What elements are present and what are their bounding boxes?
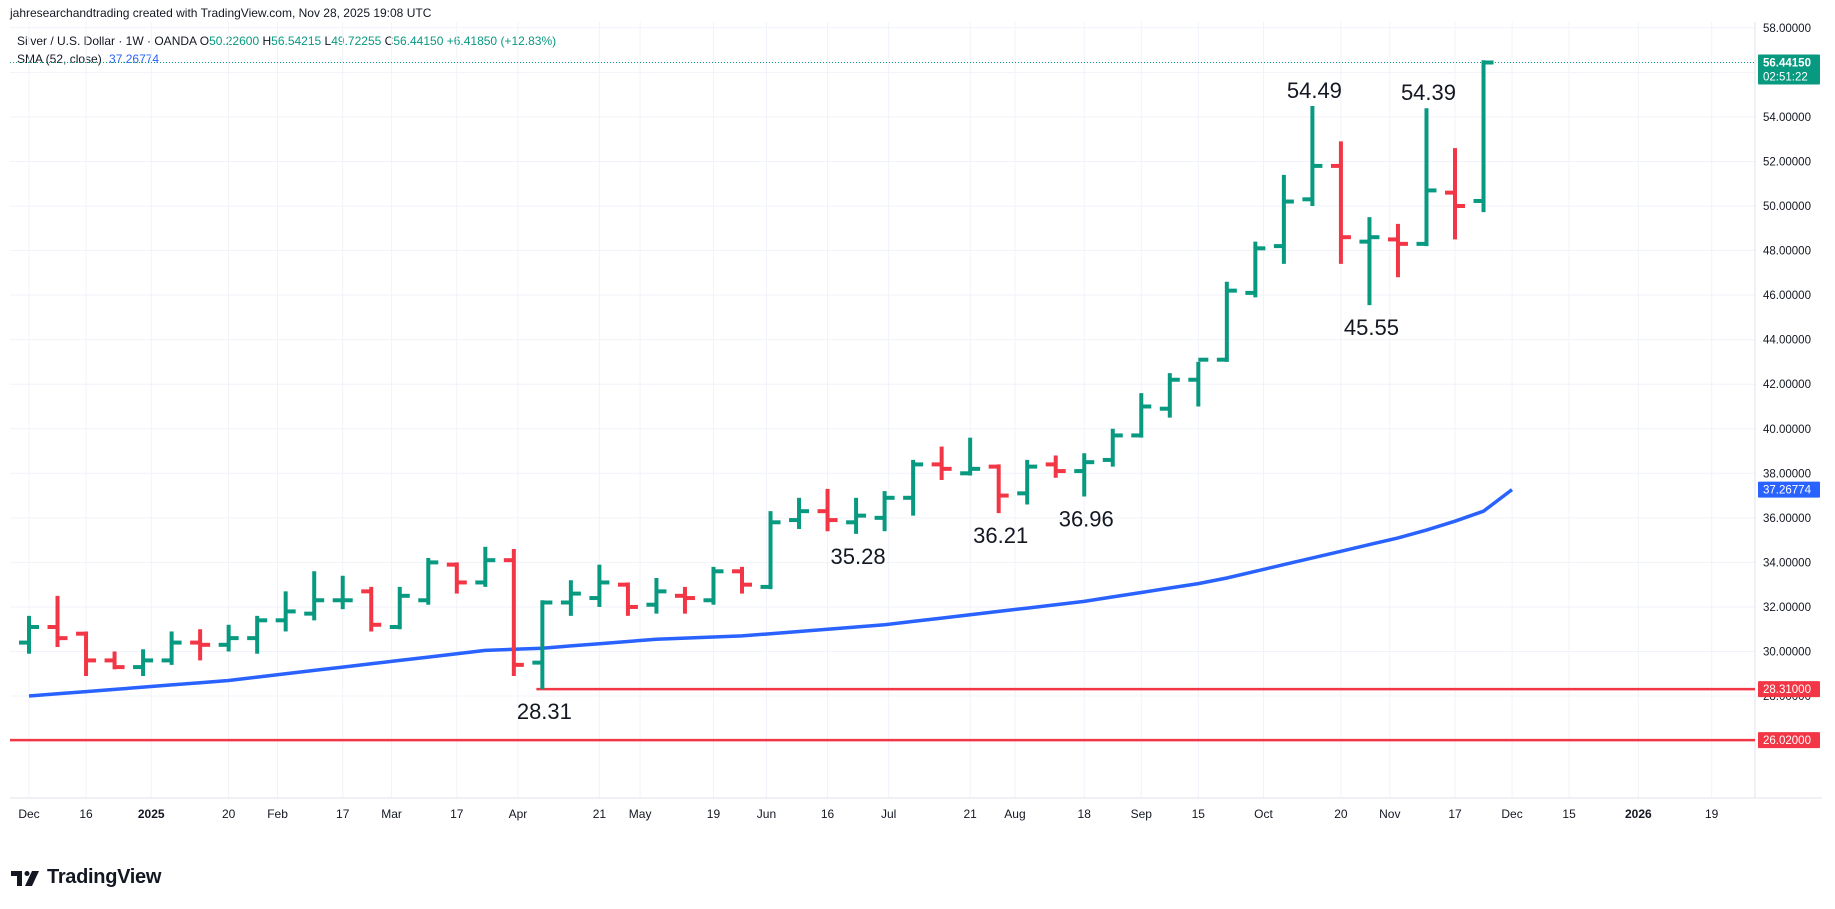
x-tick-label: 15 — [1562, 807, 1576, 821]
x-tick-label: Feb — [267, 807, 288, 821]
y-tick-label: 40.00000 — [1763, 424, 1811, 436]
price-annotation: 45.55 — [1344, 315, 1399, 340]
x-tick-label: 19 — [1705, 807, 1719, 821]
price-annotation: 28.31 — [517, 699, 572, 724]
last-price-tag — [1758, 54, 1820, 85]
y-tick-label: 54.00000 — [1763, 112, 1811, 124]
x-tick-label: 15 — [1192, 807, 1206, 821]
low-label: L — [324, 34, 332, 48]
price-annotation: 35.28 — [831, 544, 886, 569]
tradingview-logo[interactable]: TradingView — [11, 866, 161, 889]
price-annotation: 36.21 — [973, 523, 1028, 548]
high-label: H — [262, 34, 272, 48]
x-tick-label: Apr — [509, 807, 528, 821]
sma-price-label: 37.26774 — [1763, 485, 1812, 497]
x-tick-label: Oct — [1254, 807, 1273, 821]
tradingview-logo-icon — [11, 870, 39, 886]
support-level-label: 26.02000 — [1763, 735, 1811, 747]
price-annotation: 54.39 — [1401, 80, 1456, 105]
open-label: O — [199, 34, 210, 48]
sma-52-line — [28, 488, 1514, 698]
y-tick-label: 30.00000 — [1763, 647, 1811, 659]
last-price-label: 56.44150 — [1763, 58, 1811, 70]
x-tick-label: Jul — [881, 807, 896, 821]
x-tick-label: May — [629, 807, 652, 821]
x-tick-label: 19 — [707, 807, 721, 821]
open-value: 50.22600 — [209, 34, 260, 48]
x-tick-label: 2026 — [1625, 807, 1652, 821]
chart-credit: jahresearchandtrading created with Tradi… — [10, 6, 432, 20]
y-tick-label: 52.00000 — [1763, 156, 1811, 168]
price-chart[interactable]: 60.0000058.0000056.0000054.0000052.00000… — [0, 0, 1835, 850]
y-tick-label: 50.00000 — [1763, 201, 1811, 213]
x-tick-label: Aug — [1004, 807, 1025, 821]
y-tick-label: 32.00000 — [1763, 602, 1811, 614]
x-tick-label: 16 — [821, 807, 835, 821]
close-value: 56.44150 — [393, 34, 444, 48]
x-tick-label: Sep — [1131, 807, 1153, 821]
y-tick-label: 46.00000 — [1763, 290, 1811, 302]
bar-countdown-label: 02:51:22 — [1763, 72, 1808, 84]
x-tick-label: Dec — [1501, 807, 1522, 821]
x-tick-label: 21 — [963, 807, 977, 821]
x-tick-label: Nov — [1379, 807, 1400, 821]
y-tick-label: 42.00000 — [1763, 379, 1811, 391]
x-tick-label: 21 — [593, 807, 607, 821]
x-tick-label: 17 — [1448, 807, 1462, 821]
support-level-tag — [1758, 681, 1820, 698]
x-tick-label: Dec — [18, 807, 39, 821]
sma-label[interactable]: SMA (52, close) — [17, 52, 102, 66]
close-label: C — [384, 34, 394, 48]
x-tick-label: Mar — [381, 807, 402, 821]
x-tick-label: 2025 — [138, 807, 165, 821]
tradingview-logo-text: TradingView — [47, 866, 162, 888]
support-level-tag — [1758, 732, 1820, 749]
change-value: +6.41850 (+12.83%) — [446, 34, 557, 48]
low-value: 49.72255 — [331, 34, 382, 48]
y-tick-label: 38.00000 — [1763, 468, 1811, 480]
y-tick-label: 44.00000 — [1763, 335, 1811, 347]
x-tick-label: 20 — [1334, 807, 1348, 821]
y-tick-label: 36.00000 — [1763, 513, 1811, 525]
x-tick-label: 18 — [1078, 807, 1092, 821]
x-tick-label: 20 — [222, 807, 236, 821]
price-annotation: 54.49 — [1287, 78, 1342, 103]
high-value: 56.54215 — [271, 34, 322, 48]
price-annotation: 36.96 — [1059, 506, 1114, 531]
x-tick-label: 17 — [336, 807, 350, 821]
support-level-label: 28.31000 — [1763, 684, 1811, 696]
x-tick-label: 17 — [450, 807, 464, 821]
x-tick-label: 16 — [79, 807, 93, 821]
x-tick-label: Jun — [757, 807, 776, 821]
y-tick-label: 58.00000 — [1763, 23, 1811, 35]
y-tick-label: 34.00000 — [1763, 557, 1811, 569]
sma-price-tag — [1758, 481, 1820, 498]
y-tick-label: 48.00000 — [1763, 246, 1811, 258]
